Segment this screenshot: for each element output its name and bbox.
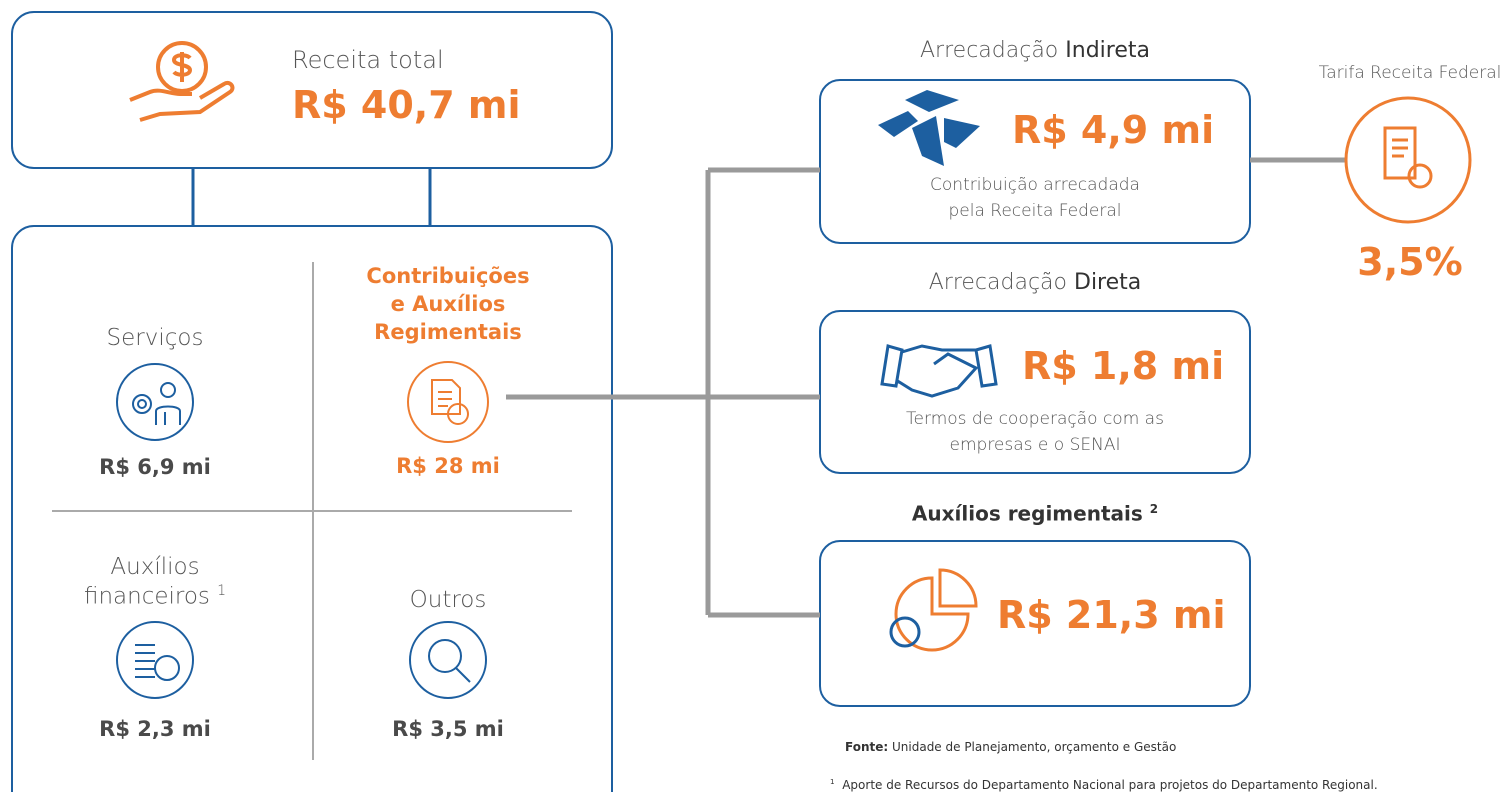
handshake-icon <box>880 344 998 398</box>
fee-label: Tarifa Receita Federal <box>1318 63 1502 83</box>
connector <box>506 167 820 618</box>
services-icon <box>116 363 194 441</box>
category-label: Outros <box>409 587 487 613</box>
aux-box <box>819 540 1251 707</box>
summary-label: Receita total <box>292 46 444 74</box>
contrib-icon <box>407 361 489 443</box>
category-label: Serviços <box>106 325 204 351</box>
description: pela Receita Federal <box>948 201 1122 221</box>
heading-bold: Direta <box>1074 270 1142 295</box>
categories-box <box>11 225 613 792</box>
fee-circle <box>1344 96 1472 224</box>
category-label: Contribuições <box>366 264 530 288</box>
category-label: financeiros 1 <box>83 583 227 610</box>
category-value: R$ 2,3 mi <box>99 717 211 741</box>
footnote: 1 Aporte de Recursos do Departamento Nac… <box>830 778 1378 791</box>
category-value: R$ 6,9 mi <box>99 455 211 479</box>
heading: Arrecadação Direta <box>929 272 1142 294</box>
note-marker: 1 <box>217 583 227 599</box>
heading-regular: Arrecadação <box>928 270 1067 295</box>
coin-icon <box>889 616 921 648</box>
fee-value: 3,5% <box>1357 240 1463 284</box>
category-label: Regimentais <box>374 320 522 344</box>
others-icon <box>409 621 487 699</box>
chart-icon <box>894 568 978 652</box>
receita-logo <box>878 90 980 166</box>
label-line: financeiros <box>83 583 210 610</box>
direct-box <box>819 310 1251 474</box>
description: Contribuição arrecadada <box>930 175 1140 195</box>
heading: Auxílios regimentais 2 <box>912 503 1158 524</box>
category-value: R$ 28 mi <box>396 454 500 478</box>
description: empresas e o SENAI <box>949 435 1121 455</box>
note-marker: 2 <box>1149 502 1159 516</box>
financial-icon <box>116 621 194 699</box>
heading-bold: Auxílios regimentais <box>911 501 1143 526</box>
category-label: e Auxílios <box>390 292 506 316</box>
category-label: Auxílios <box>110 554 200 580</box>
footnote-text: Aporte de Recursos do Departamento Nacio… <box>842 778 1378 792</box>
value: R$ 21,3 mi <box>997 593 1226 637</box>
heading-bold: Indireta <box>1065 38 1150 63</box>
heading-regular: Arrecadação <box>920 38 1059 63</box>
summary-value: R$ 40,7 mi <box>292 83 521 127</box>
description: Termos de cooperação com as <box>906 409 1164 429</box>
source-text: Unidade de Planejamento, orçamento e Ges… <box>892 740 1177 754</box>
value: R$ 4,9 mi <box>1012 108 1215 152</box>
summary-box <box>11 11 613 169</box>
source: Fonte: Unidade de Planejamento, orçament… <box>845 741 1176 753</box>
source-label: Fonte: <box>845 740 889 754</box>
category-value: R$ 3,5 mi <box>392 717 504 741</box>
footnote-marker: 1 <box>830 777 835 786</box>
money-hand-icon <box>129 41 235 122</box>
heading: Arrecadação Indireta <box>920 40 1150 62</box>
value: R$ 1,8 mi <box>1022 344 1225 388</box>
